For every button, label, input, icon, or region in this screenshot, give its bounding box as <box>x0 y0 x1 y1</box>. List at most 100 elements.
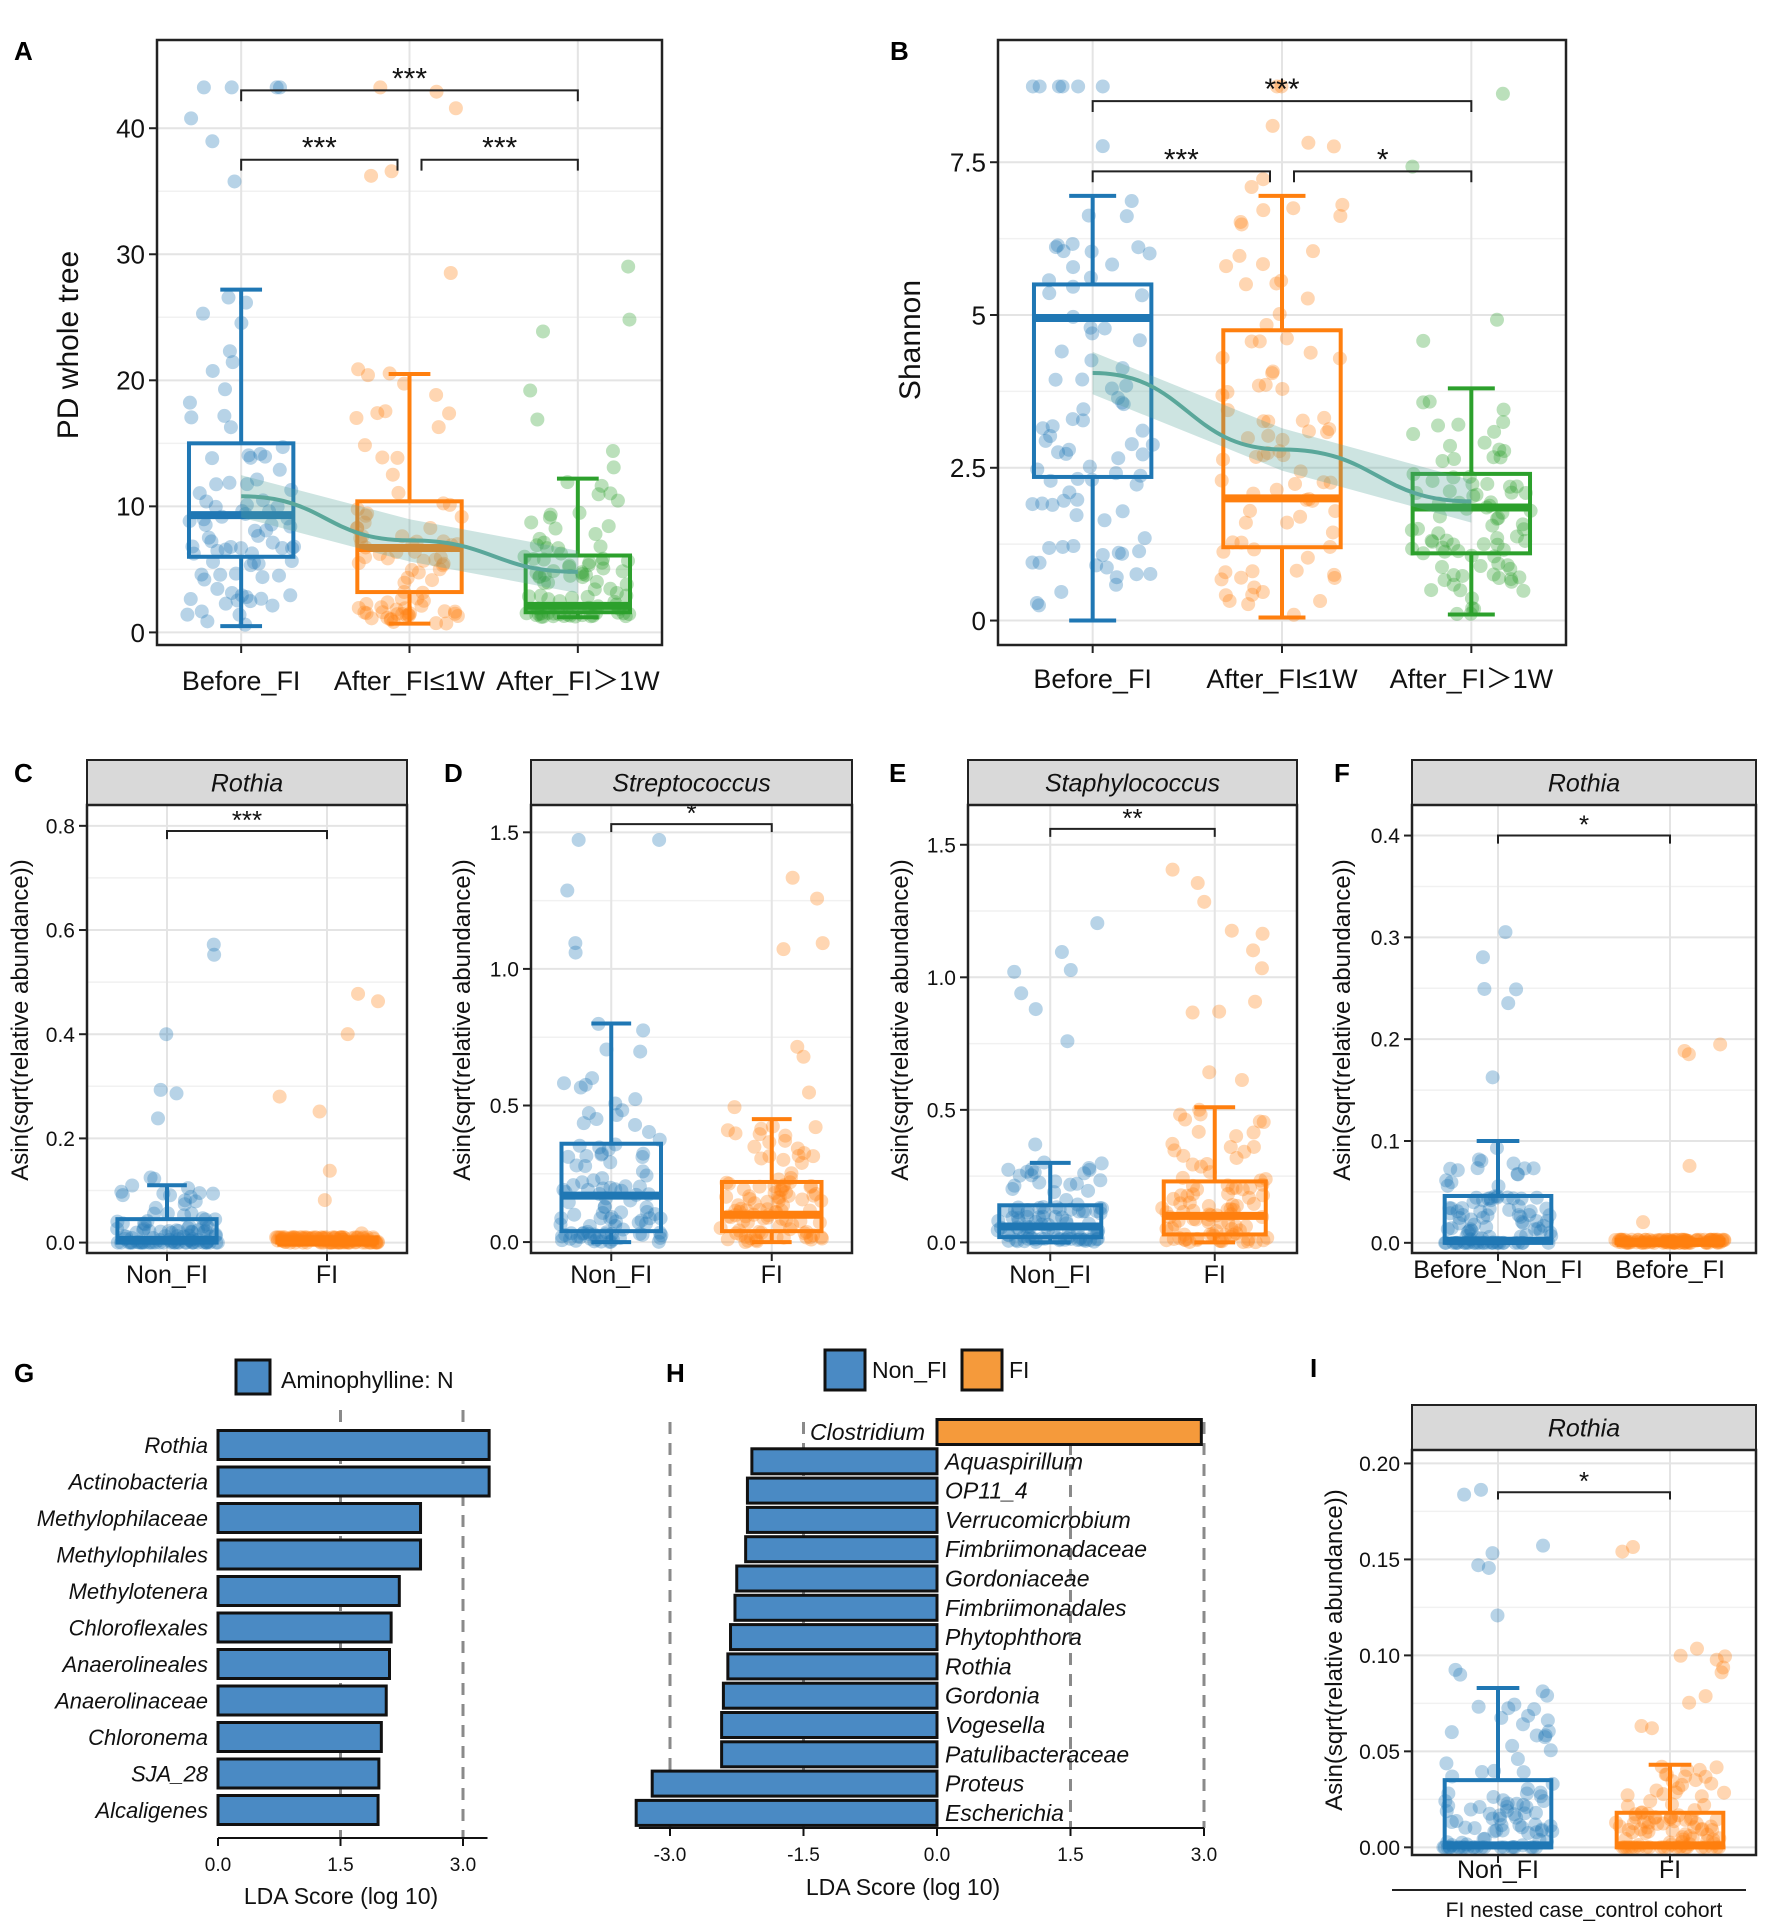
data-point <box>797 1146 812 1161</box>
data-point <box>1457 1487 1472 1502</box>
data-point <box>1480 1208 1495 1223</box>
data-point <box>1031 598 1046 613</box>
data-point <box>1516 1216 1531 1231</box>
data-point <box>1236 1235 1251 1250</box>
facet-strip-label: Streptococcus <box>612 770 770 798</box>
data-point <box>1473 1204 1488 1219</box>
panel-G: G Aminophylline: N Rothia Actinobacteria Met… <box>14 1358 491 1909</box>
lda-bar <box>216 1794 380 1826</box>
data-point <box>752 1127 767 1142</box>
data-point <box>785 1217 800 1232</box>
data-point <box>217 408 232 423</box>
data-point <box>210 581 225 596</box>
data-point <box>1526 1161 1541 1176</box>
facet-strip-label: Rothia <box>211 770 283 798</box>
data-point <box>1229 1129 1244 1144</box>
data-point <box>251 556 266 571</box>
y-tick-label: 1.0 <box>490 958 519 981</box>
data-point <box>568 945 583 960</box>
data-point <box>1320 425 1335 440</box>
y-axis-label: PD whole tree <box>52 251 85 439</box>
data-point <box>1028 1137 1043 1152</box>
significance-bracket <box>1049 827 1216 837</box>
data-point <box>1048 1209 1063 1224</box>
y-tick-label: 10 <box>116 492 145 522</box>
data-point <box>1485 1070 1500 1085</box>
data-point <box>1452 1210 1467 1225</box>
data-point <box>1007 964 1022 979</box>
data-point <box>1434 560 1449 575</box>
x-tick-label: 0.0 <box>924 1845 950 1866</box>
data-point <box>194 604 209 619</box>
x-tick-label: Non_FI <box>1457 1856 1539 1884</box>
data-point <box>258 449 273 464</box>
data-point <box>194 567 209 582</box>
data-point <box>241 448 256 463</box>
x-tick-label: Before_FI <box>182 666 301 696</box>
data-point <box>1694 1789 1709 1804</box>
data-point <box>1470 1161 1485 1176</box>
data-point <box>1238 1219 1253 1234</box>
significance-bracket <box>1293 170 1473 183</box>
data-point <box>358 508 373 523</box>
data-point <box>618 1179 633 1194</box>
data-point <box>1010 1211 1025 1226</box>
data-point <box>184 410 199 425</box>
data-point <box>153 1224 168 1239</box>
legend-swatch-non-fi <box>823 1348 867 1392</box>
data-point <box>448 606 463 621</box>
data-point <box>1129 477 1144 492</box>
data-point <box>608 1214 623 1229</box>
bar-category-label: Methylophilales <box>56 1543 208 1568</box>
data-point <box>221 290 236 305</box>
data-point <box>1471 1558 1486 1573</box>
plot-frame <box>1410 1448 1758 1857</box>
data-point <box>736 1182 751 1197</box>
y-axis-label: Shannon <box>894 280 927 400</box>
data-point <box>1185 1005 1200 1020</box>
data-point <box>594 1147 609 1162</box>
data-point <box>1071 1204 1086 1219</box>
data-point <box>1649 1783 1664 1798</box>
data-point <box>205 134 220 149</box>
data-point <box>596 561 611 576</box>
data-point <box>375 450 390 465</box>
lda-bar <box>720 1740 939 1769</box>
data-point <box>1531 1221 1546 1236</box>
data-point <box>778 1128 793 1143</box>
data-point <box>1492 442 1507 457</box>
data-point <box>1223 1140 1238 1155</box>
data-point <box>448 604 463 619</box>
data-point <box>1503 479 1518 494</box>
data-point <box>1110 391 1125 406</box>
data-point <box>1082 459 1097 474</box>
data-point <box>1519 1799 1534 1814</box>
data-point <box>1241 597 1256 612</box>
y-tick-label: 1.5 <box>490 822 519 845</box>
data-point <box>259 523 274 538</box>
data-point <box>1256 172 1271 187</box>
data-point <box>808 1120 823 1135</box>
data-point <box>1167 1143 1182 1158</box>
bar-category-label: Rothia <box>945 1653 1011 1679</box>
lda-bar <box>216 1502 423 1534</box>
data-point <box>747 1139 762 1154</box>
data-point <box>1300 550 1315 565</box>
data-point <box>1513 1209 1528 1224</box>
data-point <box>740 1215 755 1230</box>
data-point <box>1519 1786 1534 1801</box>
data-point <box>1509 982 1524 997</box>
data-point <box>1288 476 1303 491</box>
data-point <box>1202 1065 1217 1080</box>
data-point <box>603 1180 618 1195</box>
data-point <box>1447 452 1462 467</box>
data-point <box>201 530 216 545</box>
data-point <box>416 553 431 568</box>
data-point <box>1232 248 1247 263</box>
data-point <box>1494 1818 1509 1833</box>
data-point <box>1520 1781 1535 1796</box>
data-point <box>1704 1776 1719 1791</box>
x-tick-label: 1.5 <box>1057 1845 1083 1866</box>
data-point <box>610 493 625 508</box>
data-point <box>1244 179 1259 194</box>
